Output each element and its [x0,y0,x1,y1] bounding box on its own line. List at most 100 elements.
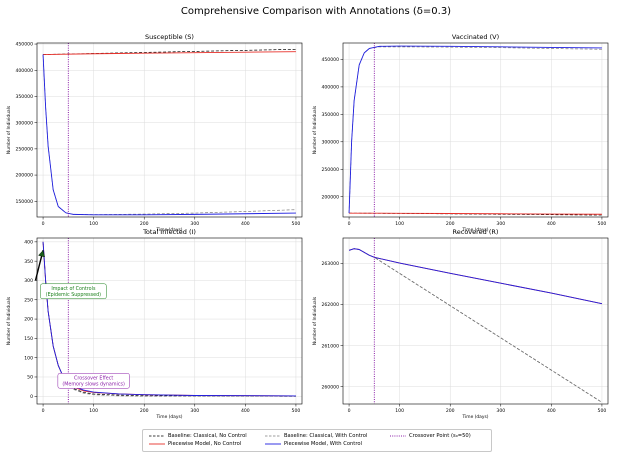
annotation-arrow-head [38,249,45,258]
y-tick-label: 400000 [15,68,33,74]
x-tick-label: 0 [42,408,45,414]
panel-vaccinated: 0 100 200 300 400 500 200000 250000 300000 350000… [312,33,609,233]
series-line-baseline-classical-with-control [42,54,296,215]
legend-swatch-crossover-point [390,435,406,437]
legend-item-crossover-point: Crossover Point (s₀=50) [390,432,471,440]
y-tick-label: 200 [24,317,33,323]
series-line-piecewise-model-with-control [348,248,603,305]
x-tick-label: 200 [446,408,455,414]
x-tick-label: 400 [241,408,250,414]
y-tick-label: 450000 [321,57,339,63]
panel-susceptible: 0 100 200 300 400 500 150000 200000 250000 300000… [6,33,303,233]
x-tick-label: 300 [496,408,505,414]
x-tick-label: 400 [547,221,556,227]
legend: Baseline: Classical, No Control Piecewis… [142,429,492,452]
y-tick-label: 350000 [15,94,33,100]
x-axis-label: Time (days) [156,414,183,420]
legend-label: Baseline: Classical, With Control [284,433,368,439]
legend-swatch-piecewise-no-control [149,443,165,445]
y-tick-label: 300000 [321,139,339,145]
x-tick-label: 200 [140,408,149,414]
x-tick-label: 0 [348,408,351,414]
y-tick-label: 250000 [15,146,33,152]
y-tick-label: 262000 [321,302,339,308]
series-line-piecewise-model-with-control [348,45,602,214]
panel-total-infected: 0 100 200 300 400 500 0 50 100 150 200 250 300 350 400… [6,228,303,420]
series-line-piecewise-model-no-control [43,51,296,55]
y-tick-label: 350000 [321,112,339,118]
y-tick-label: 450000 [15,42,33,48]
panel-recovered: 0 100 200 300 400 500 260000 261000 262000 263000… [312,228,609,420]
series-line-baseline-classical-with-control [348,248,603,403]
x-tick-label: 200 [446,221,455,227]
legend-label: Piecewise Model, No Control [168,441,242,447]
panel-title: Recovered (R) [453,228,499,236]
x-axis-label: Time (days) [462,414,489,420]
annotation-text: Crossover Effect [74,375,113,381]
y-axis-label: Number of Individuals [6,296,12,345]
annotation-impact-of-controls: Impact of Controls(Epidemic Suppressed) [34,249,107,300]
figure-title: Comprehensive Comparison with Annotation… [180,6,452,17]
y-tick-label: 200000 [321,194,339,200]
series-group [42,48,296,216]
annotation-crossover-effect: Crossover Effect(Memory slows dynamics) [57,373,130,389]
x-tick-label: 100 [89,221,98,227]
y-axis-label: Number of Individuals [6,105,12,154]
y-tick-label: 100 [24,355,33,361]
legend-swatch-baseline-with-control [265,435,281,437]
y-tick-label: 250 [24,297,33,303]
series-line-piecewise-model-with-control [42,54,296,216]
y-tick-label: 300 [24,278,33,284]
y-tick-label: 150 [24,336,33,342]
y-tick-label: 400 [24,239,33,245]
x-axis-label: Time (days) [156,227,183,233]
annotation-text: (Epidemic Suppressed) [46,292,101,298]
x-tick-label: 400 [547,408,556,414]
legend-item-baseline-no-control: Baseline: Classical, No Control [149,432,247,440]
y-tick-label: 350 [24,259,33,265]
x-tick-label: 100 [89,408,98,414]
y-tick-label: 300000 [15,120,33,126]
x-tick-label: 200 [140,221,149,227]
y-tick-label: 200000 [15,173,33,179]
annotation-box [57,373,130,389]
x-tick-label: 500 [292,408,301,414]
axes-frame [36,237,303,405]
annotation-box [40,283,107,300]
panel-title: Total Infected (I) [142,228,196,236]
axes-frame [342,237,609,405]
axes-frame [36,42,303,218]
x-tick-label: 400 [241,221,250,227]
panel-title: Susceptible (S) [145,33,194,41]
legend-item-piecewise-no-control: Piecewise Model, No Control [149,440,241,448]
y-tick-label: 0 [30,394,33,400]
panel-title: Vaccinated (V) [452,33,499,41]
axes-frame [342,42,609,218]
legend-label: Crossover Point (s₀=50) [409,433,471,439]
y-axis-label: Number of Individuals [312,105,318,154]
annotation-text: (Memory slows dynamics) [62,381,125,387]
legend-item-baseline-with-control: Baseline: Classical, With Control [265,432,367,440]
x-tick-label: 500 [598,408,607,414]
legend-label: Baseline: Classical, No Control [168,433,247,439]
x-tick-label: 300 [496,221,505,227]
series-group [348,248,603,403]
y-tick-label: 263000 [321,261,339,267]
x-tick-label: 500 [598,221,607,227]
legend-swatch-baseline-no-control [149,435,165,437]
y-tick-label: 260000 [321,384,339,390]
x-tick-label: 100 [395,408,404,414]
x-tick-label: 300 [190,408,199,414]
x-tick-label: 0 [42,221,45,227]
x-tick-label: 100 [395,221,404,227]
series-group [348,45,602,216]
legend-item-piecewise-with-control: Piecewise Model, With Control [265,440,362,448]
y-axis-label: Number of Individuals [312,296,318,345]
y-tick-label: 250000 [321,167,339,173]
y-tick-label: 50 [27,375,33,381]
x-tick-label: 500 [292,221,301,227]
x-tick-label: 0 [348,221,351,227]
y-tick-label: 150000 [15,199,33,205]
series-line-baseline-classical-no-control [43,48,296,55]
